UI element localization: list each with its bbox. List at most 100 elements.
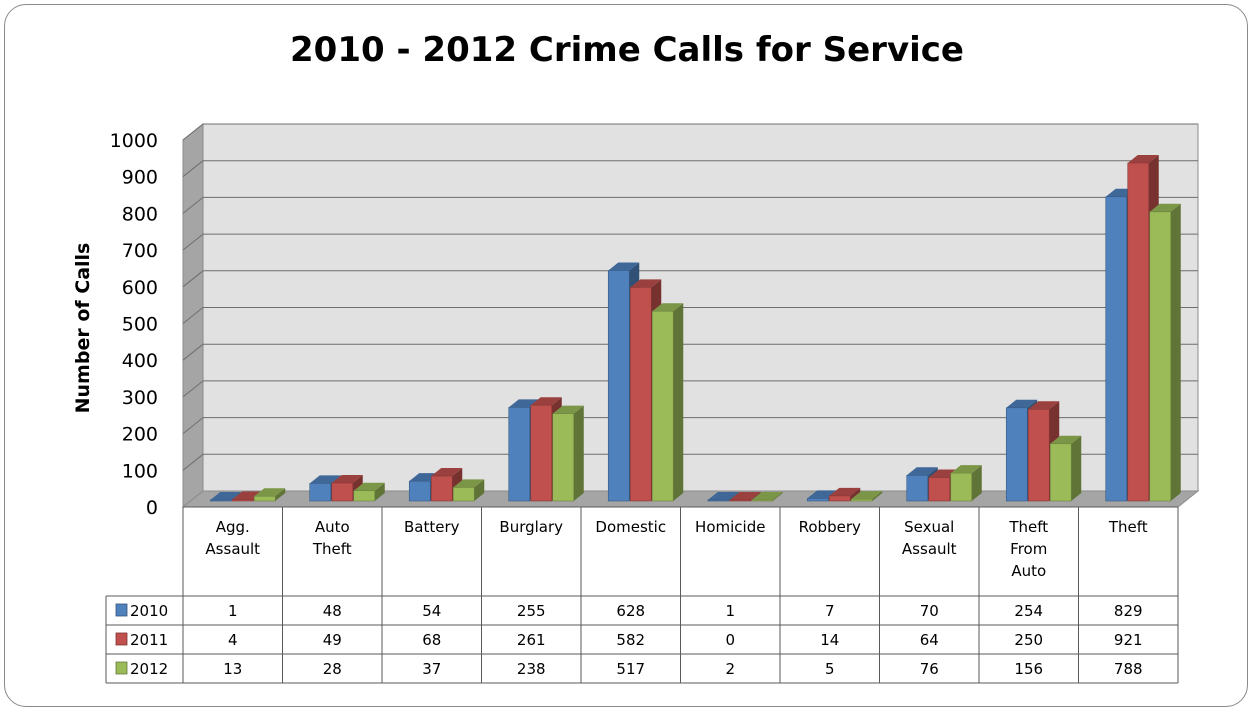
category-label: Agg. — [216, 518, 250, 536]
table-cell-value: 2 — [725, 660, 735, 678]
gridline-side — [182, 343, 204, 361]
bar — [950, 472, 973, 502]
bar — [309, 483, 332, 502]
bar — [629, 287, 652, 502]
table-cell-value: 4 — [228, 631, 238, 649]
bar — [729, 499, 752, 502]
bar-top — [210, 492, 242, 500]
bar — [1027, 408, 1050, 502]
bar — [353, 490, 376, 502]
bar — [751, 499, 774, 502]
table-cell-value: 64 — [920, 631, 939, 649]
table-cell-value: 254 — [1014, 602, 1043, 620]
bar-top — [950, 465, 982, 474]
table-cell-value: 7 — [825, 602, 835, 620]
bar-top — [530, 397, 562, 406]
bar — [828, 495, 851, 502]
legend-label: 2012 — [130, 660, 168, 678]
bar-side — [772, 492, 783, 501]
category-label: Robbery — [799, 518, 861, 536]
bar — [331, 482, 354, 502]
y-tick-label: 800 — [122, 203, 158, 225]
table-cell-value: 68 — [422, 631, 441, 649]
bar — [1005, 407, 1028, 502]
table-cell-value: 582 — [616, 631, 645, 649]
gridline-side — [182, 307, 204, 324]
bar — [906, 475, 929, 502]
y-tick-label: 700 — [122, 240, 158, 262]
y-tick-label: 400 — [122, 350, 158, 372]
bar-top — [453, 479, 485, 488]
category-label: Theft — [312, 540, 352, 558]
bar-side — [275, 488, 286, 501]
table-cell-value: 5 — [825, 660, 835, 678]
bar — [508, 407, 531, 502]
gridline-side — [182, 453, 204, 471]
table-cell-value: 250 — [1014, 631, 1043, 649]
gridline-side — [182, 123, 204, 141]
table-cell-value: 54 — [422, 602, 441, 620]
y-tick-label: 1000 — [110, 130, 158, 152]
bar — [530, 404, 553, 502]
bar-top — [652, 303, 684, 312]
bar-side — [872, 491, 883, 501]
table-cell-value: 70 — [920, 602, 939, 620]
table-cell-value: 13 — [223, 660, 242, 678]
category-label: Theft — [1108, 518, 1148, 536]
table-cell-value: 37 — [422, 660, 441, 678]
bar-top — [1028, 401, 1060, 410]
bar-top — [1050, 435, 1082, 444]
bar — [253, 495, 276, 502]
table-cell-value: 1 — [228, 602, 238, 620]
bar — [1105, 196, 1128, 502]
bar — [452, 487, 475, 502]
y-tick-label: 0 — [146, 497, 158, 519]
category-label: Auto — [315, 518, 350, 536]
bar — [806, 498, 829, 502]
gridline-side — [182, 380, 204, 398]
category-label: Auto — [1011, 562, 1046, 580]
bar-top — [331, 475, 363, 484]
category-label: Sexual — [904, 518, 954, 536]
bar-side — [850, 487, 861, 501]
bar-side — [573, 405, 584, 501]
category-label: Domestic — [595, 518, 666, 536]
gridline-side — [182, 233, 204, 251]
bar-side — [750, 492, 761, 501]
bar — [552, 413, 575, 502]
table-cell-value: 628 — [616, 602, 645, 620]
bar-side — [673, 303, 684, 501]
bar-side — [728, 492, 739, 501]
bar-side — [1170, 203, 1181, 501]
category-label: Theft — [1008, 518, 1048, 536]
gridline-side — [182, 160, 204, 178]
bar-top — [1006, 399, 1038, 408]
table-cell-value: 1 — [725, 602, 735, 620]
bar-top — [1149, 203, 1181, 212]
bar — [231, 499, 254, 502]
table-cell-value: 788 — [1114, 660, 1143, 678]
bar-side — [374, 482, 385, 501]
bar-side — [474, 479, 485, 501]
table-cell-value: 49 — [323, 631, 342, 649]
y-tick-label: 200 — [122, 424, 158, 446]
table-cell-value: 261 — [517, 631, 546, 649]
table-cell-value: 28 — [323, 660, 342, 678]
bar-top — [1127, 154, 1159, 163]
bar — [1049, 443, 1072, 502]
table-cell-value: 517 — [616, 660, 645, 678]
bar-top — [353, 482, 385, 491]
bar — [651, 310, 674, 502]
legend-swatch — [115, 632, 128, 646]
table-cell-value: 0 — [725, 631, 735, 649]
table-cell-value: 14 — [820, 631, 839, 649]
table-cell-value: 48 — [323, 602, 342, 620]
bar-top — [751, 492, 783, 500]
y-tick-label: 300 — [122, 387, 158, 409]
table-cell-value: 238 — [517, 660, 546, 678]
bar-top — [608, 262, 640, 271]
bar-top — [431, 468, 463, 477]
legend-swatch — [115, 661, 128, 675]
y-tick-label: 100 — [122, 460, 158, 482]
